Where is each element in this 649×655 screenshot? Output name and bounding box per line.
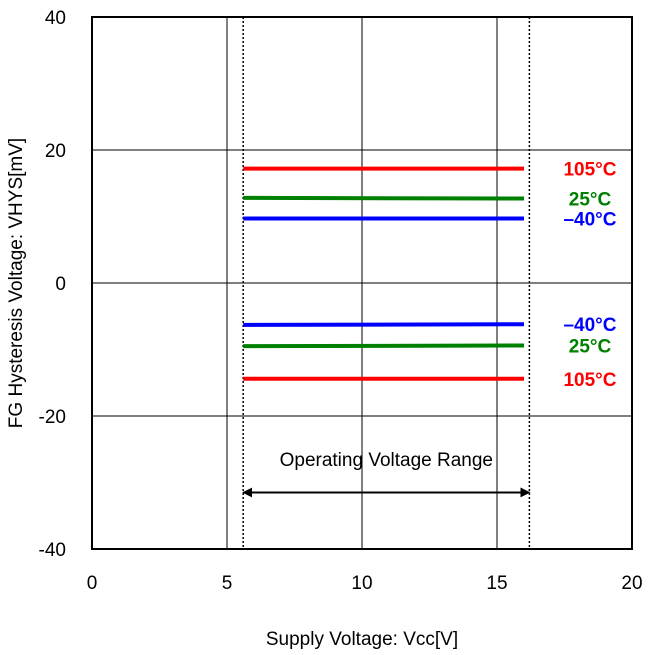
series-label: 105°C xyxy=(563,160,616,181)
y-axis-title: FG Hysteresis Voltage: VHYS[mV] xyxy=(6,138,27,428)
series-label: 25°C xyxy=(569,190,612,211)
plot-frame xyxy=(91,16,633,550)
tick-labels: 0 5 10 15 20 40 20 0 -20 -40 xyxy=(39,8,643,594)
grid xyxy=(92,17,632,549)
x-axis-title: Supply Voltage: Vcc[V] xyxy=(266,629,458,650)
y-tick-label: -40 xyxy=(39,540,66,561)
series-label: –40°C xyxy=(563,209,616,230)
x-tick-label: 10 xyxy=(351,573,372,594)
range-label: Operating Voltage Range xyxy=(280,450,493,471)
operating-range: Operating Voltage Range xyxy=(242,17,531,549)
x-tick-label: 0 xyxy=(87,573,98,594)
series-line xyxy=(243,195,525,201)
y-tick-label: 0 xyxy=(55,274,66,295)
y-tick-label: 40 xyxy=(45,8,66,29)
y-tick-label: -20 xyxy=(39,407,66,428)
x-tick-label: 20 xyxy=(621,573,642,594)
series-line xyxy=(243,343,525,349)
x-tick-label: 5 xyxy=(222,573,233,594)
series-label: 105°C xyxy=(563,370,616,391)
series-group xyxy=(243,166,525,381)
y-tick-label: 20 xyxy=(45,141,66,162)
series-label: –40°C xyxy=(563,315,616,336)
series-line xyxy=(243,322,525,327)
series-label: 25°C xyxy=(569,337,612,358)
x-tick-label: 15 xyxy=(486,573,507,594)
